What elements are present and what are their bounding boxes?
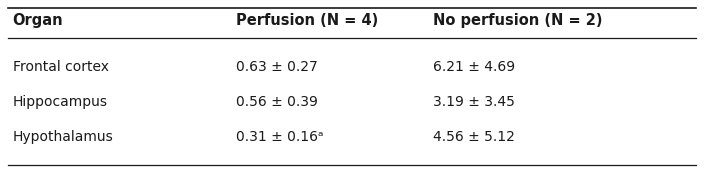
- Text: 6.21 ± 4.69: 6.21 ± 4.69: [433, 60, 515, 74]
- Text: Frontal cortex: Frontal cortex: [13, 60, 108, 74]
- Text: Perfusion (N = 4): Perfusion (N = 4): [236, 13, 378, 28]
- Text: 3.19 ± 3.45: 3.19 ± 3.45: [433, 95, 515, 109]
- Text: 0.31 ± 0.16ᵃ: 0.31 ± 0.16ᵃ: [236, 130, 323, 144]
- Text: Hypothalamus: Hypothalamus: [13, 130, 113, 144]
- Text: Organ: Organ: [13, 13, 63, 28]
- Text: 4.56 ± 5.12: 4.56 ± 5.12: [433, 130, 515, 144]
- Text: No perfusion (N = 2): No perfusion (N = 2): [433, 13, 603, 28]
- Text: 0.63 ± 0.27: 0.63 ± 0.27: [236, 60, 318, 74]
- Text: Hippocampus: Hippocampus: [13, 95, 108, 109]
- Text: 0.56 ± 0.39: 0.56 ± 0.39: [236, 95, 318, 109]
